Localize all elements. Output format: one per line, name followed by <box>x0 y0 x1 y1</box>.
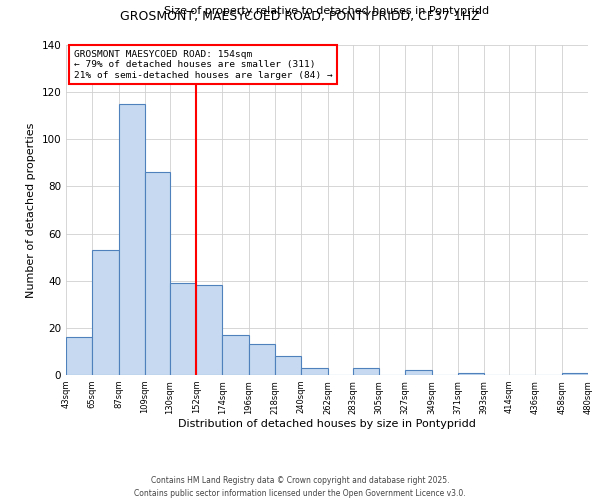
Bar <box>196 286 223 375</box>
Bar <box>223 335 249 375</box>
Text: Contains HM Land Registry data © Crown copyright and database right 2025.
Contai: Contains HM Land Registry data © Crown c… <box>134 476 466 498</box>
Bar <box>405 370 431 375</box>
Y-axis label: Number of detached properties: Number of detached properties <box>26 122 36 298</box>
Bar <box>249 344 275 375</box>
Text: GROSMONT, MAESYCOED ROAD, PONTYPRIDD, CF37 1HZ: GROSMONT, MAESYCOED ROAD, PONTYPRIDD, CF… <box>120 10 480 23</box>
Bar <box>119 104 145 375</box>
Bar <box>145 172 170 375</box>
Bar <box>92 250 119 375</box>
Text: GROSMONT MAESYCOED ROAD: 154sqm
← 79% of detached houses are smaller (311)
21% o: GROSMONT MAESYCOED ROAD: 154sqm ← 79% of… <box>74 50 332 80</box>
Bar <box>458 372 484 375</box>
Bar <box>562 372 588 375</box>
Title: Size of property relative to detached houses in Pontypridd: Size of property relative to detached ho… <box>164 6 490 16</box>
Bar <box>353 368 379 375</box>
Bar <box>301 368 328 375</box>
Bar <box>66 338 92 375</box>
X-axis label: Distribution of detached houses by size in Pontypridd: Distribution of detached houses by size … <box>178 420 476 430</box>
Bar <box>275 356 301 375</box>
Bar <box>170 283 196 375</box>
